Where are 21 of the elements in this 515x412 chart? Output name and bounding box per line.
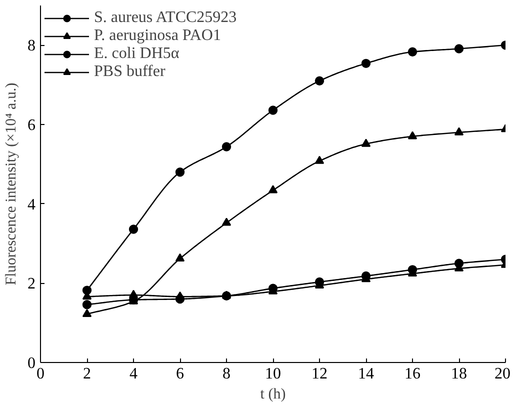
y-axis-title: Fluorescence intensity (×10⁴ a.u.) bbox=[4, 82, 20, 286]
x-tick-label: 16 bbox=[404, 366, 420, 382]
x-tick-label: 14 bbox=[358, 366, 374, 382]
x-tick-label: 12 bbox=[312, 366, 328, 382]
x-tick-label: 18 bbox=[451, 366, 467, 382]
y-tick-label: 8 bbox=[28, 38, 36, 55]
legend-label: P. aeruginosa PAO1 bbox=[94, 27, 221, 45]
legend-label: E. coli DH5α bbox=[94, 45, 180, 63]
y-tick-label: 4 bbox=[28, 196, 36, 214]
x-axis-title: t (h) bbox=[260, 386, 286, 402]
x-tick-label: 10 bbox=[265, 366, 281, 382]
legend-label: PBS buffer bbox=[94, 63, 166, 81]
x-tick-label: 20 bbox=[494, 366, 510, 382]
x-tick-label: 8 bbox=[222, 366, 230, 382]
y-tick-label: 0 bbox=[28, 355, 36, 372]
y-tick-label: 2 bbox=[28, 276, 36, 293]
x-tick-label: 2 bbox=[83, 366, 91, 382]
x-tick-label: 6 bbox=[176, 366, 184, 382]
x-tick-label: 4 bbox=[130, 366, 138, 382]
y-tick-label: 6 bbox=[28, 117, 36, 134]
legend-label: S. aureus ATCC25923 bbox=[94, 9, 237, 27]
